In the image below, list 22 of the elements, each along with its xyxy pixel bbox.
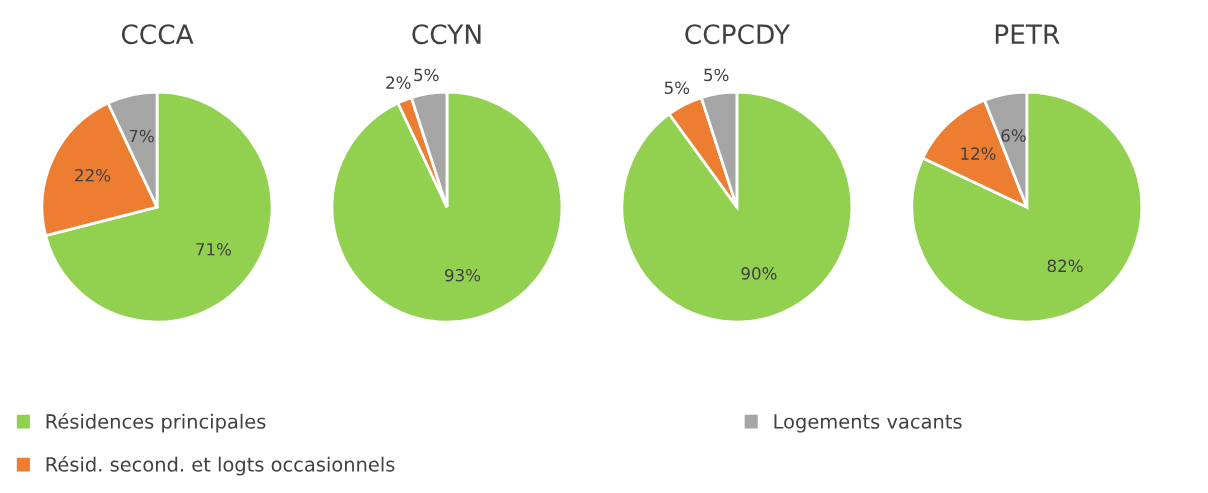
data-label: 6% (1001, 129, 1026, 142)
data-label: 12% (961, 147, 996, 160)
data-label: 5% (704, 68, 729, 82)
chart-title: CCYN (412, 24, 481, 45)
data-label: 5% (414, 68, 439, 82)
chart-title: CCCA (121, 24, 194, 45)
pie-slice (910, 90, 1144, 324)
data-label: 71% (196, 243, 231, 256)
legend-label: Résidences principales (46, 412, 266, 433)
pie-slice (44, 90, 274, 324)
data-label: 82% (1047, 259, 1083, 273)
data-label: 90% (741, 267, 777, 280)
data-label: 7% (129, 129, 154, 143)
chart-title: PETR (995, 24, 1060, 44)
chart-title: CCPCDY (685, 24, 791, 45)
pie-slice (330, 90, 564, 324)
data-label: 5% (664, 81, 690, 95)
data-label: 93% (445, 268, 481, 282)
data-label: 2% (386, 76, 411, 89)
legend-label: Logements vacants (774, 414, 962, 433)
legend-label: Résid. second. et logts occasionnels (46, 455, 395, 476)
data-label: 22% (75, 168, 111, 182)
